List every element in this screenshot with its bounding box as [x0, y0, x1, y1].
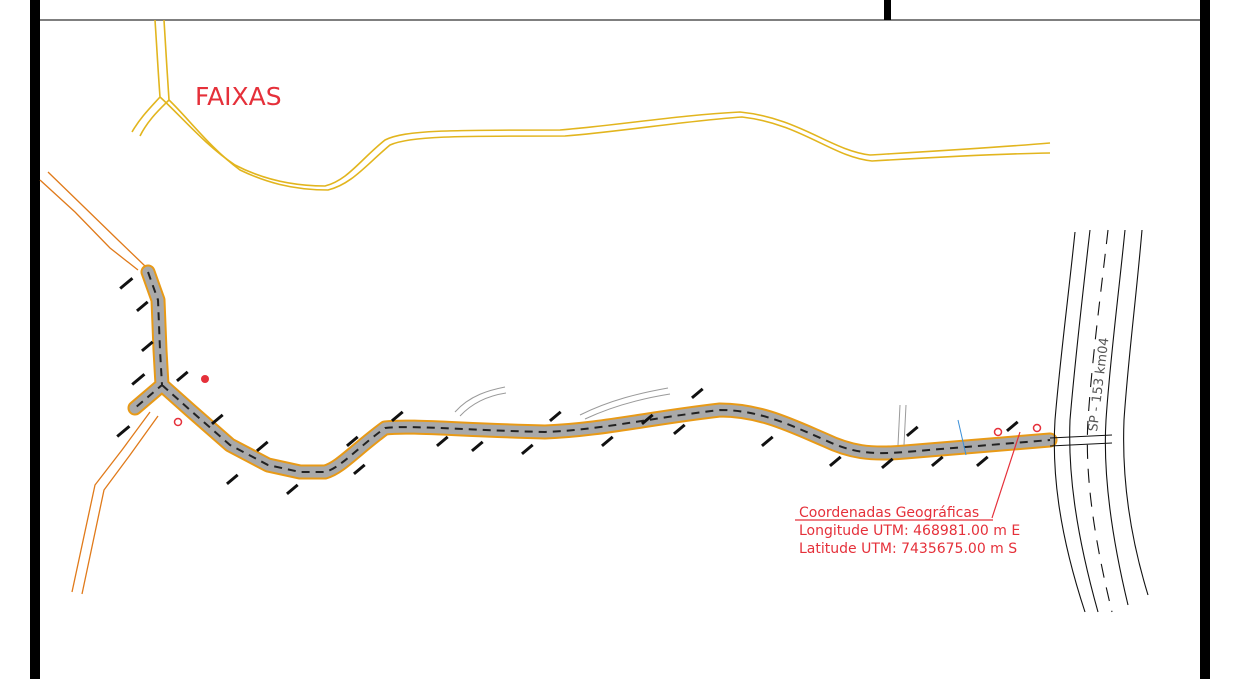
aux-line: [957, 419, 967, 456]
sheet-frame: [30, 0, 1210, 679]
aux-line: [584, 393, 671, 420]
sign-mark: [828, 455, 842, 468]
sign-mark: [116, 425, 131, 438]
faixas-label: FAIXAS: [195, 82, 282, 111]
sign-mark: [140, 340, 154, 353]
sign-mark: [345, 435, 359, 448]
aux-line: [897, 404, 901, 446]
junction-line-a: [1049, 434, 1113, 439]
sign-mark: [390, 410, 404, 423]
road-surface: [129, 266, 1056, 478]
aux-line: [459, 392, 507, 417]
sign-mark: [175, 370, 189, 383]
speed-marker: [1032, 423, 1042, 433]
title-block-divider: [884, 0, 891, 20]
highway-edge-left-inner: [1069, 229, 1099, 613]
sign-mark: [640, 413, 654, 426]
road-corridor: [127, 264, 1058, 480]
aux-lines: [454, 386, 967, 456]
aux-line: [903, 404, 907, 446]
highway-edge-right-outer: [1123, 229, 1149, 596]
sign-mark: [548, 410, 562, 423]
callout-leader: [991, 431, 1021, 519]
coordinates-latitude: Latitude UTM: 7435675.00 m S: [799, 541, 1017, 557]
road-border: [127, 264, 1058, 480]
sign-mark: [690, 387, 704, 400]
sign-mark: [119, 277, 134, 290]
sign-mark: [520, 443, 534, 456]
speed-marker: [993, 427, 1003, 437]
sign-mark: [880, 457, 894, 470]
frame-left-border: [30, 0, 40, 679]
sign-mark: [435, 435, 449, 448]
faixas-line-outer: [131, 19, 1051, 187]
coordinates-title: Coordenadas Geográficas: [799, 505, 979, 521]
boundary-lower-left-b: [81, 415, 159, 595]
boundary-lines: [39, 171, 159, 595]
boundary-upper-left-b: [47, 171, 146, 267]
sign-mark: [760, 435, 774, 448]
speed-marker: [173, 417, 183, 427]
faixas-lines: [131, 19, 1051, 191]
highway-center-dashed: [1086, 229, 1113, 613]
sign-mark: [470, 440, 484, 453]
sign-annotations: [116, 277, 1019, 496]
highway-edge-right-inner: [1104, 229, 1129, 606]
sign-mark: [210, 413, 224, 426]
faixas-line-inner: [139, 19, 1051, 191]
sign-mark: [285, 483, 299, 496]
sign-mark: [930, 455, 944, 468]
sign-mark: [1005, 420, 1019, 433]
stop-marker: [201, 375, 209, 383]
highway-lines: [1049, 229, 1149, 613]
coordinates-callout: Coordenadas Geográficas Longitude UTM: 4…: [795, 431, 1021, 557]
boundary-lower-left-a: [71, 411, 151, 593]
sign-mark: [135, 300, 149, 313]
sign-mark: [975, 455, 989, 468]
road-centerline: [134, 271, 1051, 473]
frame-right-border: [1200, 0, 1210, 679]
highway-edge-left-outer: [1053, 231, 1086, 613]
sign-mark: [905, 425, 919, 438]
sign-mark: [600, 435, 614, 448]
sign-mark: [352, 463, 366, 476]
sign-mark: [225, 473, 239, 486]
sign-mark: [255, 440, 269, 453]
markers: [173, 375, 1042, 437]
boundary-upper-left-a: [39, 179, 139, 271]
aux-line: [454, 386, 506, 413]
junction-line-b: [1049, 442, 1113, 447]
coordinates-longitude: Longitude UTM: 468981.00 m E: [799, 523, 1020, 539]
sign-mark: [131, 373, 146, 386]
aux-line: [579, 387, 669, 416]
sign-mark: [672, 423, 686, 436]
